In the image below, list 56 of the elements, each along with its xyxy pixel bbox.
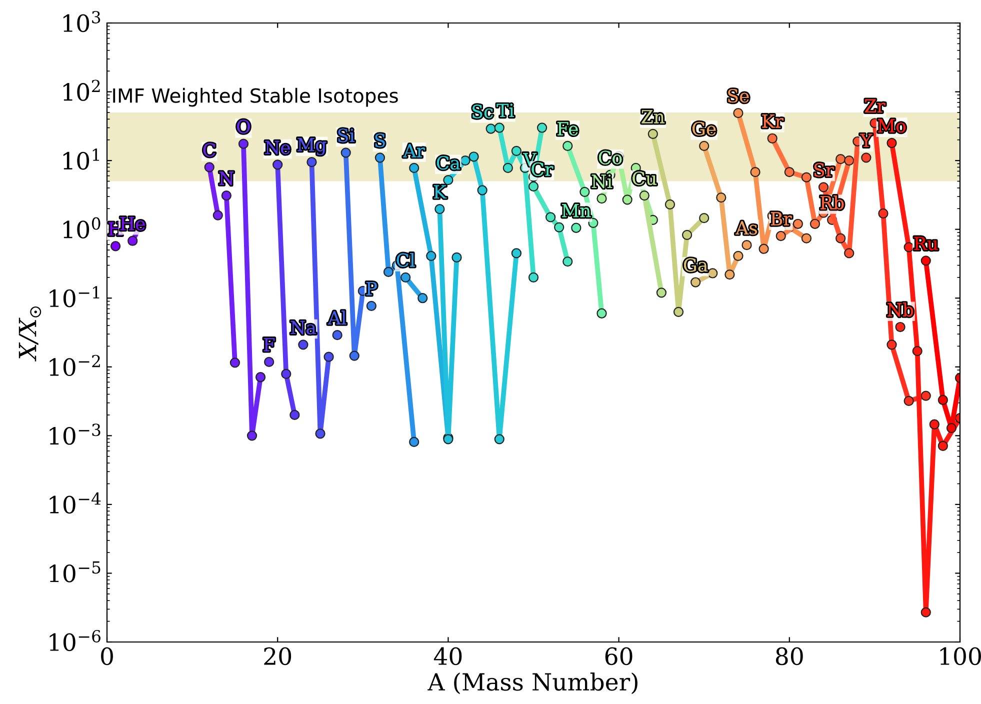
series-label: Si bbox=[338, 128, 354, 142]
x-axis-title: A (Mass Number) bbox=[428, 672, 638, 694]
series-label: F bbox=[264, 338, 275, 352]
series-label: Ru bbox=[914, 236, 938, 250]
y-axis-title: X/X$_{☉}$ bbox=[18, 306, 42, 362]
series-label: K bbox=[434, 185, 447, 198]
text: IMF Weighted Stable Isotopes bbox=[113, 88, 398, 107]
series-label: Mg bbox=[298, 138, 326, 156]
series-label: Al bbox=[328, 310, 346, 324]
series-label: Mn bbox=[562, 204, 591, 218]
y-tick-label: 10$^{−2}$ bbox=[50, 354, 100, 376]
series-label: Kr bbox=[762, 114, 784, 128]
x-tick-label: 40 bbox=[434, 647, 462, 666]
series-label: Rb bbox=[820, 196, 844, 210]
x-tick-label: 80 bbox=[776, 647, 803, 666]
series-label: Cu bbox=[632, 171, 656, 186]
series-label: Ne bbox=[265, 140, 290, 154]
series-label: Ga bbox=[684, 258, 708, 272]
series-label: Se bbox=[728, 88, 749, 103]
series-label: Mo bbox=[878, 119, 906, 133]
series-label: Ar bbox=[403, 144, 425, 158]
series-label: Ge bbox=[692, 122, 716, 136]
y-tick-label: 10$^{3}$ bbox=[63, 10, 100, 32]
series-label: Sc bbox=[472, 104, 493, 118]
y-tick-label: 10$^{−1}$ bbox=[50, 286, 100, 308]
series-label: O bbox=[237, 120, 250, 134]
x-tick-label: 0 bbox=[101, 647, 113, 666]
series-label: Y bbox=[860, 134, 872, 148]
series-label: P bbox=[366, 282, 377, 296]
y-tick-label: 10$^{−5}$ bbox=[50, 561, 100, 582]
x-tick-label: 60 bbox=[605, 647, 632, 666]
series-label: He bbox=[120, 216, 145, 230]
y-tick-label: 10$^{−6}$ bbox=[50, 630, 100, 652]
series-label: S bbox=[375, 134, 385, 148]
x-tick-label: 20 bbox=[264, 647, 292, 666]
y-tick-label: 10$^{1}$ bbox=[63, 148, 100, 170]
y-tick-label: 10$^{−4}$ bbox=[50, 492, 101, 514]
y-tick-label: 10$^{0}$ bbox=[63, 217, 100, 238]
series-label: Nb bbox=[887, 302, 914, 317]
series-label: C bbox=[203, 143, 216, 157]
series-label: Ti bbox=[496, 104, 514, 118]
x-tick-label: 100 bbox=[940, 647, 981, 666]
series-label: As bbox=[735, 221, 757, 235]
series-label: Zn bbox=[642, 110, 665, 124]
series-label: Ni bbox=[592, 174, 612, 188]
y-tick-label: 10$^{2}$ bbox=[63, 80, 100, 101]
series-label: Ca bbox=[436, 156, 460, 170]
series-label: Br bbox=[770, 212, 792, 226]
series-label: N bbox=[219, 172, 234, 186]
series-label: Cl bbox=[396, 252, 415, 267]
series-label: Sr bbox=[814, 163, 834, 177]
series-label: Fe bbox=[558, 122, 578, 136]
series-label: Na bbox=[290, 320, 316, 334]
y-tick-label: 10$^{−3}$ bbox=[50, 424, 100, 445]
series-label: Co bbox=[598, 150, 622, 164]
series-label: Zr bbox=[864, 99, 886, 112]
